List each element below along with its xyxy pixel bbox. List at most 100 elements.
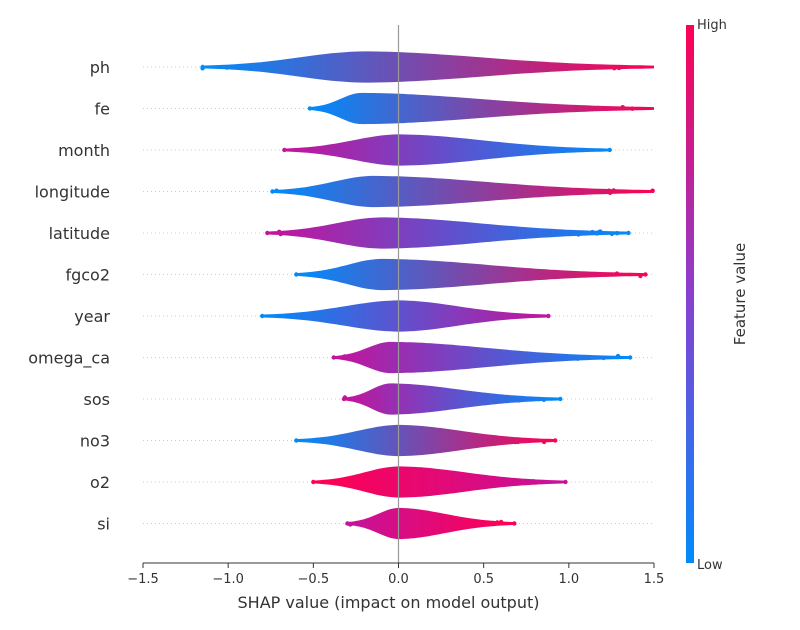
sample-point (543, 231, 548, 236)
sample-point (456, 355, 462, 361)
sample-point (547, 272, 552, 277)
sample-point (433, 106, 438, 111)
sample-point (650, 188, 655, 193)
sample-point (345, 229, 350, 235)
sample-point (603, 272, 609, 277)
sample-point (484, 105, 490, 110)
violin-omega_ca (331, 341, 633, 374)
sample-point (510, 356, 516, 361)
x-tick-label: −1.5 (127, 572, 159, 587)
sample-point (481, 397, 487, 402)
sample-point (611, 188, 616, 193)
sample-point (638, 273, 643, 279)
sample-point (265, 230, 270, 236)
sample-point (575, 356, 580, 361)
sample-point (473, 147, 478, 152)
sample-point (511, 273, 516, 278)
feature-label: sos (84, 390, 110, 409)
sample-point (614, 271, 620, 276)
colorbar-gradient (686, 25, 694, 563)
sample-point (606, 188, 612, 193)
sample-point (615, 231, 620, 236)
violin-body (262, 300, 549, 332)
sample-point (482, 439, 488, 444)
sample-point (553, 189, 558, 194)
sample-point (200, 64, 205, 70)
sample-point (341, 396, 347, 402)
violin-body (347, 507, 515, 540)
sample-point (343, 313, 348, 318)
feature-labels: ph fe month longitude latitude fgco2 year omega… (28, 58, 110, 534)
sample-point (511, 188, 516, 193)
sample-point (444, 189, 450, 194)
sample-point (597, 229, 602, 235)
sample-point (327, 105, 333, 111)
sample-point (546, 313, 551, 319)
sample-point (294, 438, 299, 443)
sample-point (557, 355, 562, 360)
feature-label: o2 (90, 473, 110, 492)
feature-label: fgco2 (65, 266, 110, 285)
sample-point (307, 314, 312, 319)
sample-point (318, 314, 323, 319)
feature-label: omega_ca (28, 349, 110, 369)
sample-point (546, 356, 551, 361)
sample-point (539, 65, 545, 71)
sample-point (307, 106, 313, 111)
sample-point (356, 353, 362, 359)
sample-point (541, 439, 547, 445)
sample-point (299, 187, 304, 193)
sample-point (500, 106, 505, 111)
feature-label: month (58, 141, 110, 160)
sample-point (612, 66, 617, 71)
sample-point (609, 231, 615, 236)
sample-point (617, 65, 622, 70)
sample-point (501, 438, 506, 444)
sample-point (523, 230, 528, 236)
violin-body (333, 341, 631, 374)
violin-si (345, 507, 517, 540)
sample-point (466, 438, 471, 444)
sample-point (328, 188, 334, 193)
sample-point (497, 481, 502, 486)
sample-point (309, 64, 315, 69)
violin-body (313, 466, 566, 498)
sample-point (512, 147, 517, 152)
sample-point (536, 107, 541, 113)
sample-point (601, 355, 606, 361)
sample-point (558, 396, 563, 402)
sample-point (558, 107, 563, 112)
sample-point (270, 189, 275, 194)
sample-point (512, 439, 518, 445)
sample-point (531, 479, 536, 484)
x-tick-label: −0.5 (298, 572, 330, 587)
x-tick-label: 1.5 (644, 572, 665, 587)
sample-point (466, 356, 472, 362)
sample-point (311, 479, 316, 485)
sample-point (563, 479, 568, 485)
sample-point (630, 106, 635, 111)
sample-point (358, 396, 363, 401)
sample-point (512, 521, 517, 526)
sample-point (491, 438, 497, 443)
sample-point (445, 65, 450, 70)
sample-point (337, 481, 342, 486)
colorbar-title: Feature value (731, 243, 749, 345)
sample-point (295, 65, 300, 70)
sample-point (361, 519, 367, 525)
sample-point (615, 353, 621, 359)
violin-body (202, 51, 654, 83)
sample-point (541, 397, 547, 402)
sample-point (532, 188, 537, 193)
sample-point (455, 148, 460, 153)
sample-point (436, 521, 441, 526)
violin-year (260, 300, 551, 332)
sample-point (483, 480, 488, 486)
violin-sos (341, 383, 563, 415)
sample-point (451, 395, 457, 401)
feature-label: ph (90, 58, 110, 77)
sample-point (518, 479, 523, 484)
feature-label: fe (95, 100, 110, 119)
x-tick-label: 0.0 (388, 572, 409, 587)
